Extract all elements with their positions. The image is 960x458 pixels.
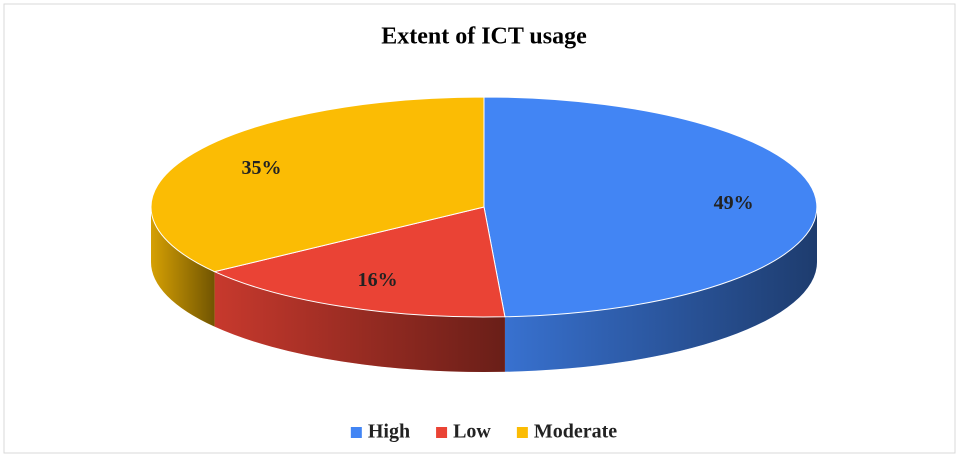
slice bbox=[213, 206, 506, 318]
slice bbox=[150, 96, 485, 273]
slice bbox=[483, 96, 818, 318]
legend-label: High bbox=[368, 421, 410, 443]
data-label: 16% bbox=[358, 269, 398, 291]
data-label: 49% bbox=[714, 192, 754, 214]
slice-side-shade bbox=[504, 207, 817, 372]
legend: High Low Moderate bbox=[350, 421, 617, 443]
data-label: 35% bbox=[241, 157, 281, 179]
slice-side-shade bbox=[151, 207, 215, 327]
legend-swatch bbox=[516, 427, 528, 438]
legend-label: Low bbox=[453, 421, 491, 443]
legend-swatch bbox=[350, 427, 362, 438]
legend-swatch bbox=[436, 427, 448, 438]
legend-label: Moderate bbox=[534, 421, 617, 443]
chart-title: Extent of ICT usage bbox=[381, 24, 587, 50]
slice-side-shade bbox=[214, 271, 505, 372]
